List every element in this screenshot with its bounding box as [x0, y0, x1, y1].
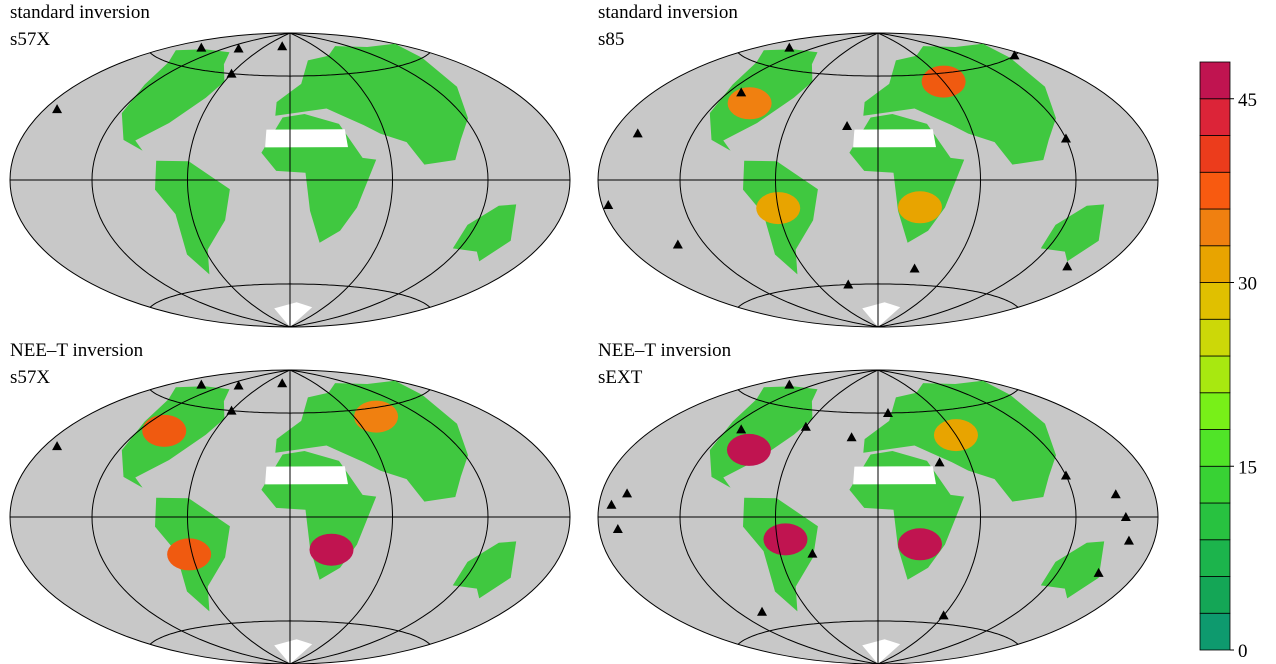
- station: [1110, 489, 1121, 499]
- antarctica: [862, 302, 901, 327]
- colorbar-band: [1199, 465, 1231, 504]
- parallel: [737, 620, 1019, 645]
- colorbar-band: [1199, 576, 1231, 614]
- hotspot: [763, 523, 808, 556]
- station: [807, 548, 818, 558]
- desert: [265, 466, 348, 485]
- colorbar-band: [1199, 318, 1231, 357]
- parallel: [737, 52, 1019, 77]
- colorbar-band: [1199, 612, 1231, 651]
- panel-title: standard inversion: [10, 2, 150, 23]
- station: [226, 68, 237, 78]
- colorbar-band: [1199, 245, 1231, 283]
- station: [603, 199, 614, 209]
- land: [121, 49, 230, 151]
- colorbar-band: [1199, 282, 1231, 320]
- station: [938, 610, 949, 620]
- station: [672, 239, 683, 249]
- antarctica: [862, 639, 901, 664]
- maps: standard inversion s57X standard inversion…: [9, 2, 1159, 664]
- panel-subtitle: sEXT: [598, 367, 643, 388]
- station: [277, 41, 288, 51]
- station: [606, 499, 617, 509]
- station: [277, 378, 288, 388]
- parallel: [149, 389, 431, 414]
- hotspot: [897, 191, 942, 224]
- colorbar-band: [1199, 135, 1231, 173]
- station: [1093, 567, 1104, 577]
- station: [784, 42, 795, 52]
- station: [233, 380, 244, 390]
- hotspot: [142, 414, 187, 447]
- panel-title: NEE–T inversion: [598, 340, 732, 361]
- desert: [265, 129, 348, 148]
- colorbar-band: [1199, 61, 1231, 100]
- hotspot: [354, 400, 399, 433]
- land: [1040, 541, 1105, 599]
- station: [1123, 535, 1134, 545]
- land: [452, 541, 517, 599]
- desert: [853, 466, 936, 485]
- antarctica: [274, 302, 313, 327]
- desert: [853, 129, 936, 148]
- station: [196, 379, 207, 389]
- station: [52, 441, 63, 451]
- station: [1060, 470, 1071, 480]
- station: [909, 263, 920, 273]
- colorbar-band: [1199, 539, 1231, 577]
- station: [1062, 261, 1073, 271]
- station: [757, 606, 768, 616]
- station: [52, 104, 63, 114]
- station: [1009, 50, 1020, 60]
- hotspot: [309, 533, 354, 566]
- station: [632, 128, 643, 138]
- colorbar-tick-label: 0: [1238, 641, 1248, 662]
- station: [784, 379, 795, 389]
- station: [843, 279, 854, 289]
- parallel: [737, 283, 1019, 308]
- parallel: [737, 389, 1019, 414]
- station: [842, 121, 853, 131]
- colorbar-band: [1199, 208, 1231, 247]
- parallel: [149, 283, 431, 308]
- hotspot: [726, 433, 771, 466]
- colorbar-band: [1199, 392, 1231, 430]
- land: [452, 204, 517, 262]
- panel-title: NEE–T inversion: [10, 340, 144, 361]
- station: [1060, 133, 1071, 143]
- station: [846, 432, 857, 442]
- colorbar: 0 15 30 45: [1199, 61, 1257, 662]
- station: [196, 42, 207, 52]
- station: [736, 87, 747, 97]
- colorbar-tick-label: 45: [1238, 90, 1257, 111]
- hotspot: [897, 528, 942, 561]
- colorbar-band: [1199, 429, 1231, 467]
- colorbar-band: [1199, 98, 1231, 136]
- station: [1120, 512, 1131, 521]
- station: [736, 424, 747, 434]
- station: [622, 488, 633, 498]
- station: [882, 407, 893, 417]
- parallel: [149, 52, 431, 77]
- station: [800, 421, 811, 431]
- panel-title: standard inversion: [598, 2, 738, 23]
- land: [1040, 204, 1105, 262]
- station: [226, 405, 237, 415]
- colorbar-band: [1199, 171, 1231, 210]
- panel-subtitle: s85: [598, 29, 624, 50]
- colorbar-band: [1199, 355, 1231, 394]
- panel-subtitle: s57X: [10, 367, 50, 388]
- parallel: [149, 620, 431, 645]
- colorbar-tick-label: 30: [1238, 274, 1257, 295]
- hotspot: [167, 538, 212, 571]
- antarctica: [274, 639, 313, 664]
- station: [233, 43, 244, 53]
- hotspot: [727, 87, 772, 120]
- panel-subtitle: s57X: [10, 29, 50, 50]
- station: [612, 524, 623, 534]
- colorbar-band: [1199, 502, 1231, 541]
- station: [934, 457, 945, 467]
- colorbar-tick-label: 15: [1238, 457, 1257, 478]
